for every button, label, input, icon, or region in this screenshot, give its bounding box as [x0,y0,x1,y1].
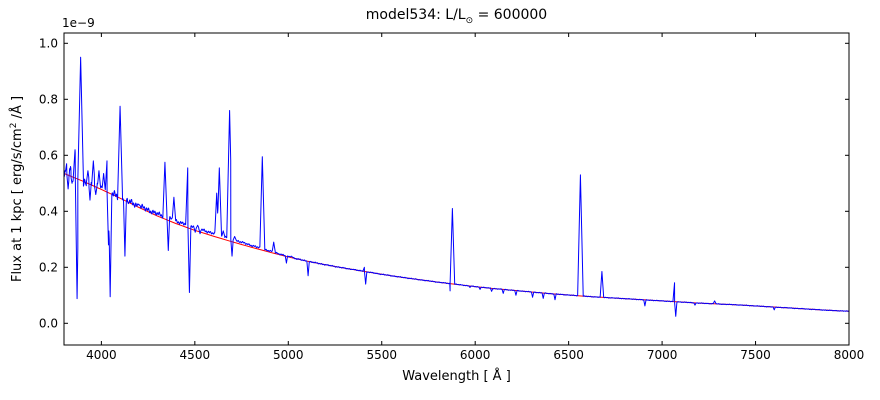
y-label-units: /Å ] [10,95,25,123]
continuum-fit-line [64,173,849,312]
x-axis-label: Wavelength [ Å ] [402,369,511,384]
y-tick-label: 0.8 [39,92,58,106]
title-value: = 600000 [473,7,548,23]
title-text: model534: L/L [365,7,466,23]
spectrum-line [64,56,849,317]
y-tick-label: 0.6 [39,148,58,162]
x-tick-label: 7000 [647,348,678,362]
x-tick-label: 8000 [834,348,865,362]
x-tick-label: 5000 [273,348,304,362]
x-tick-label: 5500 [366,348,397,362]
sun-symbol: ⊙ [465,16,474,26]
x-tick-label: 4500 [180,348,211,362]
x-tick-label: 6500 [553,348,584,362]
plot-frame [63,32,850,346]
x-tick-label: 4000 [86,348,117,362]
y-tick-label: 0.2 [39,260,58,274]
x-tick-label: 6000 [460,348,491,362]
y-tick-label: 0.4 [39,204,58,218]
y-tick-label: 1.0 [39,36,58,50]
y-tick-label: 0.0 [39,316,58,330]
x-tick-label: 7500 [740,348,771,362]
y-label-superscript: 2 [9,122,19,129]
y-label-text: Flux at 1 kpc [ erg/s/cm [10,128,25,283]
page-title: model534: L/L⊙ = 600000 [64,7,849,26]
y-axis-offset-label: 1e−9 [62,16,95,30]
y-axis-label: Flux at 1 kpc [ erg/s/cm2 /Å ] [9,96,25,282]
